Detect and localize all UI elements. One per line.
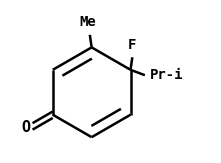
Text: O: O	[21, 120, 30, 135]
Text: Me: Me	[80, 15, 96, 30]
Text: Pr-i: Pr-i	[150, 68, 184, 82]
Text: F: F	[128, 38, 137, 52]
